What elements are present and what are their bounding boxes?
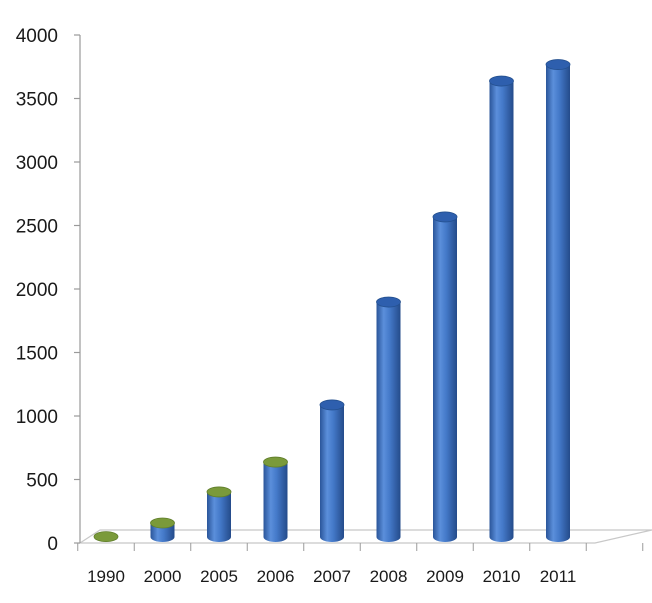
x-tick-label: 2000: [144, 567, 182, 586]
y-tick-label: 1500: [16, 344, 58, 365]
x-tick-label: 2005: [200, 567, 238, 586]
x-tick-label: 2010: [483, 567, 521, 586]
bar-top: [93, 531, 119, 543]
bar-2010: [489, 75, 514, 542]
y-tick-label: 0: [47, 534, 58, 555]
y-tick-label: 500: [26, 471, 58, 492]
x-tick-label: 1990: [87, 567, 125, 586]
bar-body: [320, 404, 344, 542]
bar-2009: [432, 211, 458, 542]
x-tick-label: 2006: [257, 567, 295, 586]
bar-top: [376, 296, 401, 308]
bar-top: [489, 75, 514, 87]
y-tick-label: 3000: [16, 153, 58, 174]
bar-top: [206, 486, 232, 498]
bar-body: [433, 216, 457, 542]
bar-2006: [263, 456, 288, 542]
y-tick-label: 4000: [16, 26, 58, 47]
y-tick-label: 3500: [16, 90, 58, 111]
y-tick-label: 2500: [16, 217, 58, 238]
x-tick-label: 2011: [540, 567, 577, 586]
y-tick-label: 1000: [16, 407, 58, 428]
bar-body: [207, 491, 231, 542]
x-tick-label: 2007: [313, 567, 351, 586]
bar-top: [150, 517, 175, 529]
bar-body: [263, 462, 288, 542]
x-tick-label: 2009: [426, 567, 464, 586]
y-axis: 0 500 1000 1500 2000 2500 3000 3500 4000: [16, 26, 81, 555]
bar-1990: [93, 531, 119, 543]
bar-top: [319, 399, 345, 411]
x-axis-labels: 1990 2000 2005 2006 2007 2008 2009 2010 2011: [77, 543, 644, 586]
bar-2005: [206, 486, 232, 542]
bar-top: [263, 456, 288, 468]
bar-2000: [150, 517, 175, 542]
bar-body: [546, 64, 570, 542]
x-tick-label: 2008: [370, 567, 408, 586]
bar-body: [489, 81, 514, 542]
bar-2007: [319, 399, 345, 542]
bar-top: [545, 59, 571, 70]
bars: [93, 59, 571, 543]
bar-2011: [545, 59, 571, 542]
bar-top: [432, 211, 458, 223]
y-tick-label: 2000: [16, 280, 58, 301]
bar-2008: [376, 296, 401, 542]
bar-body: [376, 302, 401, 542]
